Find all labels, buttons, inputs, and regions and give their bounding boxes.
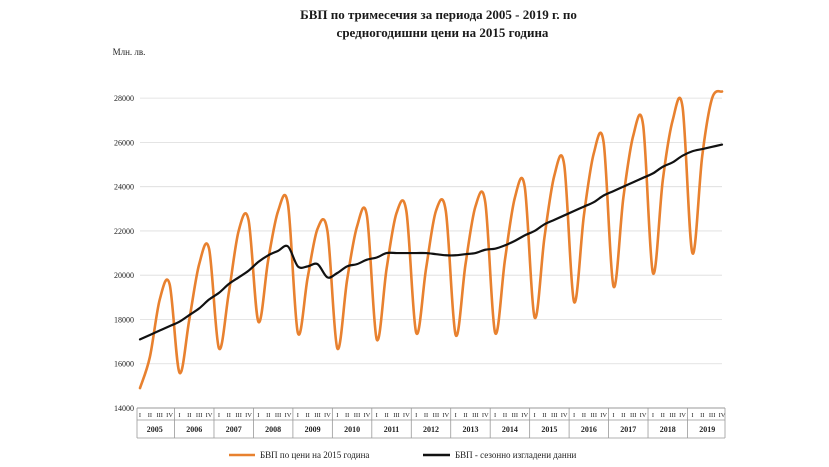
y-axis-label: Млн. лв. (113, 47, 146, 57)
x-quarter-label: IV (679, 412, 686, 419)
x-quarter-label: III (156, 412, 163, 419)
x-quarter-label: II (463, 412, 467, 419)
x-year-label: 2010 (344, 425, 360, 434)
x-quarter-label: I (652, 412, 654, 419)
x-quarter-label: III (393, 412, 400, 419)
x-quarter-label: I (297, 412, 299, 419)
x-quarter-label: I (455, 412, 457, 419)
x-quarter-label: IV (719, 412, 726, 419)
series-layer (138, 89, 724, 390)
x-quarter-label: I (139, 412, 141, 419)
x-quarter-label: III (433, 412, 440, 419)
y-tick-label: 22000 (114, 227, 134, 236)
series-gdp-2015-prices-line (138, 89, 724, 390)
chart-title-line-1: БВП по тримесечия за периода 2005 - 2019… (300, 7, 577, 22)
y-tick-label: 24000 (114, 183, 134, 192)
x-quarter-label: III (669, 412, 676, 419)
x-quarter-label: I (691, 412, 693, 419)
x-quarter-label: III (275, 412, 282, 419)
series-gdp-seasonally-adjusted-line (138, 143, 724, 341)
y-tick-label: 18000 (114, 315, 134, 324)
x-quarter-label: II (148, 412, 152, 419)
x-quarter-label: IV (206, 412, 213, 419)
legend: БВП по цени на 2015 година БВП - сезонно … (229, 450, 577, 460)
x-quarter-label: III (630, 412, 637, 419)
x-quarter-label: III (314, 412, 321, 419)
x-quarter-label: II (700, 412, 704, 419)
x-quarter-label: I (376, 412, 378, 419)
x-year-label: 2007 (226, 425, 242, 434)
x-quarter-label: III (354, 412, 361, 419)
x-quarter-label: I (257, 412, 259, 419)
y-tick-label: 14000 (114, 404, 134, 413)
x-quarter-label: IV (166, 412, 173, 419)
x-quarter-label: I (494, 412, 496, 419)
legend-label: БВП - сезонно изгладени данни (455, 450, 577, 460)
x-quarter-label: III (709, 412, 716, 419)
x-quarter-label: I (336, 412, 338, 419)
x-year-label: 2005 (147, 425, 163, 434)
x-quarter-label: IV (324, 412, 331, 419)
x-quarter-label: III (551, 412, 558, 419)
x-quarter-label: II (306, 412, 310, 419)
x-year-label: 2006 (186, 425, 202, 434)
x-year-label: 2013 (462, 425, 478, 434)
y-tick-label: 26000 (114, 138, 134, 147)
x-quarter-label: IV (285, 412, 292, 419)
x-quarter-label: I (218, 412, 220, 419)
x-quarter-label: II (384, 412, 388, 419)
y-tick-label: 20000 (114, 271, 134, 280)
x-year-label: 2017 (620, 425, 636, 434)
x-year-label: 2016 (581, 425, 597, 434)
x-quarter-label: IV (640, 412, 647, 419)
x-quarter-label: I (573, 412, 575, 419)
x-quarter-label: IV (600, 412, 607, 419)
chart-title-line-2: средногодишни цени на 2015 година (336, 25, 549, 40)
x-quarter-label: IV (245, 412, 252, 419)
x-year-label: 2009 (305, 425, 321, 434)
x-year-label: 2014 (502, 425, 518, 434)
x-quarter-label: I (415, 412, 417, 419)
x-year-label: 2015 (541, 425, 557, 434)
x-year-label: 2019 (699, 425, 715, 434)
x-quarter-label: II (503, 412, 507, 419)
x-quarter-label: III (235, 412, 242, 419)
x-year-label: 2012 (423, 425, 439, 434)
y-tick-label: 16000 (114, 360, 134, 369)
x-year-label: 2018 (660, 425, 676, 434)
x-quarter-label: IV (363, 412, 370, 419)
x-quarter-label: I (178, 412, 180, 419)
x-quarter-label: IV (521, 412, 528, 419)
grid-layer (140, 97, 722, 365)
x-quarter-label: IV (482, 412, 489, 419)
x-quarter-label: IV (403, 412, 410, 419)
legend-label: БВП по цени на 2015 година (260, 450, 369, 460)
x-quarter-label: II (621, 412, 625, 419)
x-quarter-label: IV (442, 412, 449, 419)
x-quarter-label: II (661, 412, 665, 419)
x-quarter-label: II (424, 412, 428, 419)
x-quarter-label: I (612, 412, 614, 419)
x-quarter-label: III (591, 412, 598, 419)
axis-layer: 14000 16000 18000 20000 22000 24000 26000 28000… (113, 47, 726, 439)
x-quarter-label: II (266, 412, 270, 419)
x-year-label: 2008 (265, 425, 281, 434)
x-quarter-label: II (542, 412, 546, 419)
x-quarter-label: III (472, 412, 479, 419)
x-quarter-label: I (533, 412, 535, 419)
chart-title: БВП по тримесечия за периода 2005 - 2019… (0, 6, 829, 42)
x-quarter-label: II (187, 412, 191, 419)
x-quarter-label: II (345, 412, 349, 419)
x-quarter-label: IV (561, 412, 568, 419)
y-tick-label: 28000 (114, 94, 134, 103)
x-quarter-label: II (582, 412, 586, 419)
x-quarter-label: III (196, 412, 203, 419)
x-quarter-label: III (512, 412, 519, 419)
x-year-label: 2011 (384, 425, 400, 434)
x-quarter-label: II (227, 412, 231, 419)
